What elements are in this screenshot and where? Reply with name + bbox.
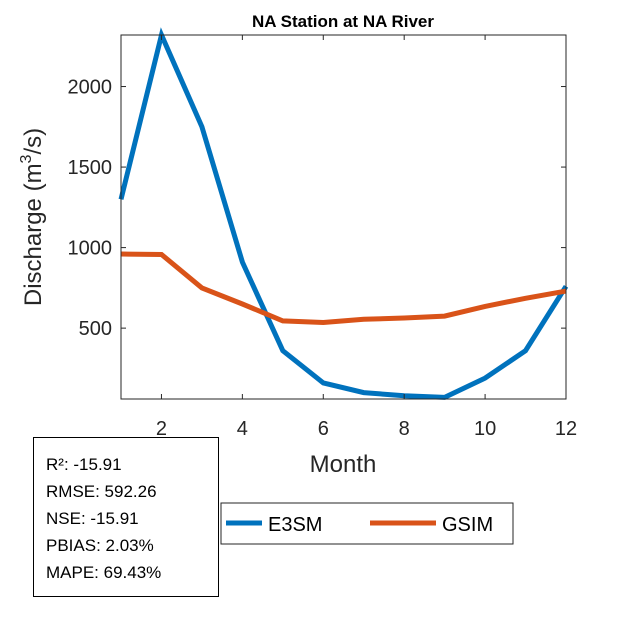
- x-tick-label: 12: [555, 418, 577, 440]
- plot-lines: [118, 27, 569, 400]
- metric-nse: NSE: -15.91: [46, 509, 139, 528]
- plot-frame: [120, 34, 567, 400]
- chart-title: NA Station at NA River: [252, 12, 434, 31]
- metric-pbias: PBIAS: 2.03%: [46, 536, 154, 555]
- series-line-e3sm: [118, 27, 569, 400]
- y-axis-label: Discharge (m3/s): [18, 128, 47, 306]
- metric-rmse: RMSE: 592.26: [46, 482, 157, 501]
- y-tick-label: 1500: [68, 157, 113, 179]
- legend: E3SM GSIM: [220, 502, 514, 545]
- legend-e3sm-label: E3SM: [268, 514, 322, 536]
- x-tick-label: 10: [474, 418, 496, 440]
- metric-r2: R²: -15.91: [46, 455, 122, 474]
- axis-ticks: 2 4 6 8 10 12 500 1000 1500 2000: [68, 35, 577, 440]
- legend-gsim-label: GSIM: [442, 514, 493, 536]
- x-tick-label: 4: [237, 418, 248, 440]
- x-axis-label: Month: [310, 451, 377, 478]
- metric-mape: MAPE: 69.43%: [46, 563, 162, 582]
- x-tick-label: 6: [318, 418, 329, 440]
- series-line-gsim: [120, 251, 567, 326]
- legend-box: [220, 502, 514, 545]
- metrics-box: R²: -15.91 RMSE: 592.26 NSE: -15.91 PBIA…: [33, 437, 219, 597]
- y-tick-label: 500: [79, 318, 112, 340]
- x-tick-label: 2: [156, 418, 167, 440]
- y-tick-label: 1000: [68, 238, 113, 260]
- x-tick-label: 8: [399, 418, 410, 440]
- y-tick-label: 2000: [68, 77, 113, 99]
